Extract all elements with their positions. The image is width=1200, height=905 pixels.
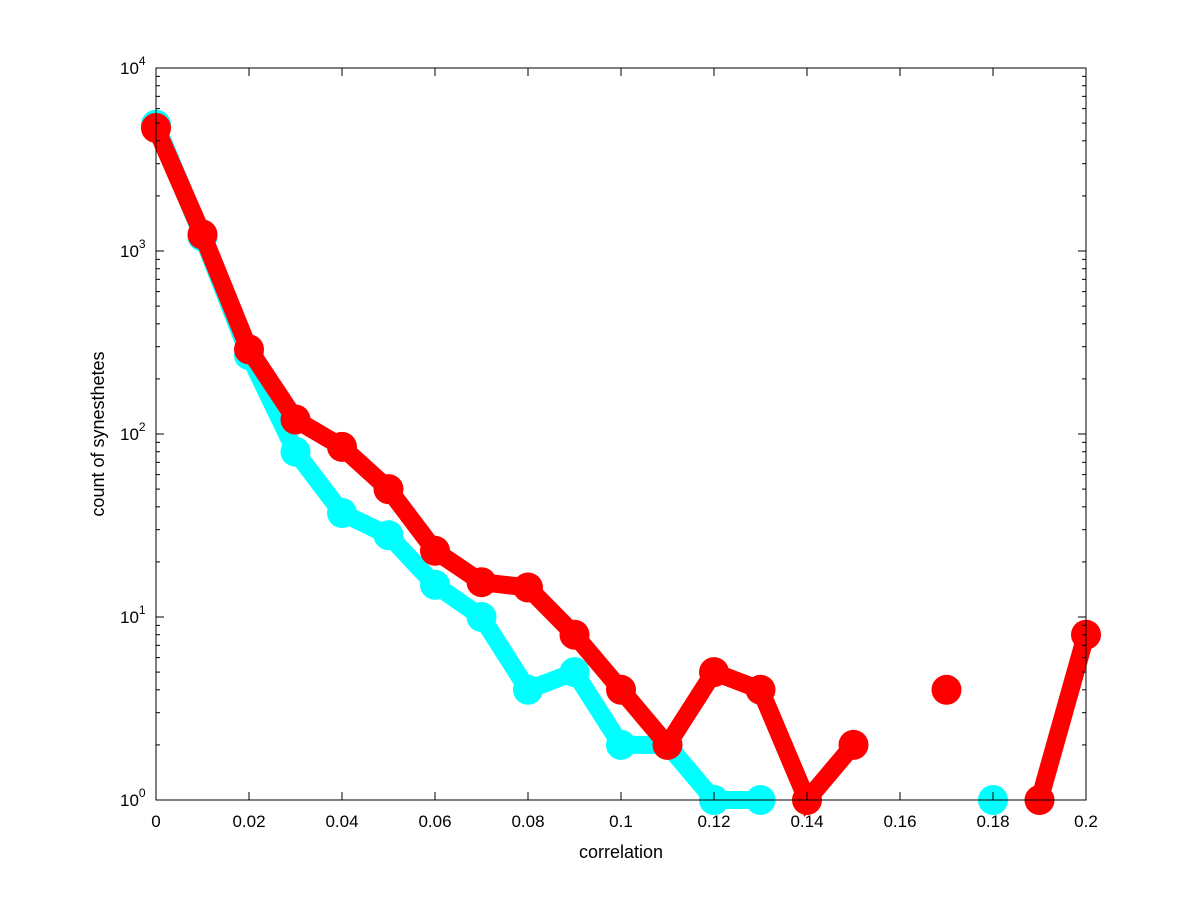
series-line bbox=[147, 124, 861, 818]
x-tick-label: 0.16 bbox=[883, 812, 916, 831]
data-point bbox=[513, 572, 543, 603]
x-tick-label: 0.18 bbox=[976, 812, 1009, 831]
y-axis-label: count of synesthetes bbox=[88, 351, 108, 516]
x-tick-label: 0.2 bbox=[1074, 812, 1098, 831]
x-tick-label: 0.14 bbox=[790, 812, 823, 831]
series-layer bbox=[141, 109, 1101, 818]
x-axis-label: correlation bbox=[579, 842, 663, 862]
series-line bbox=[147, 121, 761, 809]
data-point bbox=[466, 567, 497, 598]
data-point bbox=[327, 431, 357, 462]
y-tick-label: 102 bbox=[120, 420, 146, 444]
x-tick-label: 0.06 bbox=[418, 812, 451, 831]
data-point bbox=[606, 674, 636, 705]
series-line bbox=[1030, 632, 1095, 803]
x-tick-label: 0.12 bbox=[697, 812, 730, 831]
series-1 bbox=[141, 109, 1008, 815]
tick-layer: 0 0.02 0.04 0.06 0.08 0.1 0.12 0.14 0.16 0.18 0.2 1… bbox=[120, 54, 1098, 831]
data-point bbox=[187, 219, 218, 250]
data-point bbox=[280, 436, 311, 467]
x-tick-label: 0.02 bbox=[232, 812, 265, 831]
data-point bbox=[420, 535, 450, 566]
data-point bbox=[373, 520, 404, 551]
data-point bbox=[606, 729, 636, 760]
data-point bbox=[559, 657, 590, 688]
data-point bbox=[838, 729, 869, 760]
data-point bbox=[420, 569, 450, 600]
data-point bbox=[280, 404, 311, 435]
data-point bbox=[652, 729, 683, 760]
data-point bbox=[931, 674, 962, 705]
data-point bbox=[234, 334, 264, 365]
data-point bbox=[373, 474, 404, 505]
data-point bbox=[559, 619, 590, 650]
y-tick-label: 100 bbox=[120, 786, 146, 810]
data-point bbox=[327, 498, 357, 528]
y-tick-label: 101 bbox=[120, 603, 146, 627]
x-tick-label: 0 bbox=[151, 812, 160, 831]
data-point bbox=[745, 674, 776, 705]
x-tick-label: 0.1 bbox=[609, 812, 633, 831]
y-tick-label: 103 bbox=[120, 237, 146, 261]
y-tick-label: 104 bbox=[120, 54, 146, 78]
data-point bbox=[699, 657, 729, 688]
x-tick-label: 0.04 bbox=[325, 812, 358, 831]
x-tick-label: 0.08 bbox=[511, 812, 544, 831]
series-2 bbox=[141, 113, 1101, 818]
data-point bbox=[513, 674, 543, 705]
data-point bbox=[466, 602, 497, 632]
